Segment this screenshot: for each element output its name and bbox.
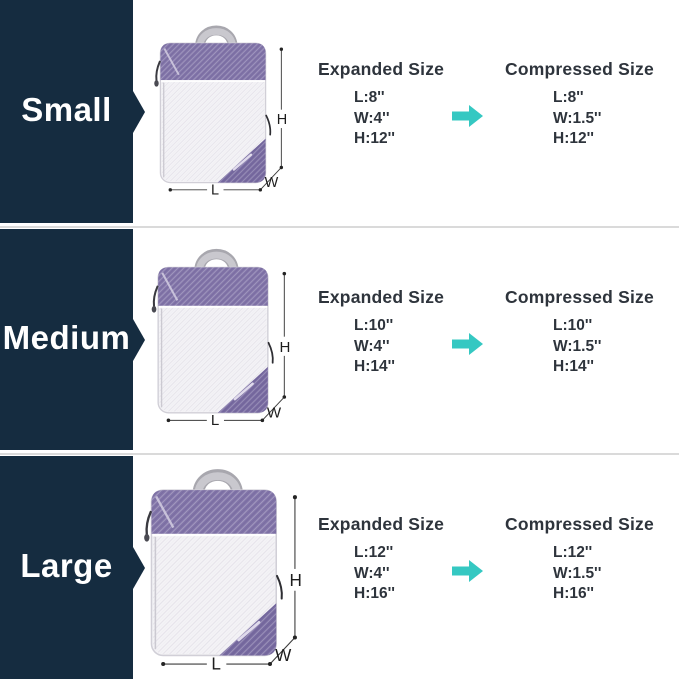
size-label: Large: [20, 546, 113, 584]
height-dim-label: H: [280, 339, 291, 356]
size-label: Small: [21, 90, 112, 128]
dim-length: L:8'': [553, 89, 584, 106]
size-banner: Large: [0, 456, 145, 679]
dimension-endpoints: [166, 271, 287, 423]
zipper-pull-icon: [151, 305, 157, 313]
transform-arrow-icon: [452, 105, 483, 127]
size-row-medium: Medium: [0, 226, 679, 453]
dim-width: W:1.5'': [553, 109, 602, 127]
compression-zipper-pull: [267, 341, 274, 364]
compressed-size-heading: Compressed Size: [505, 287, 654, 307]
brand-logo: [233, 382, 254, 401]
zipper-pull-cord: [155, 60, 161, 82]
zipper-pull-icon: [144, 533, 150, 542]
dim-length: L:10'': [354, 317, 394, 334]
size-banner: Small: [0, 0, 145, 223]
dim-width: W:4'': [354, 109, 390, 127]
dim-height: H:14'': [553, 358, 594, 375]
bag-handle-highlight: [195, 251, 237, 275]
compressed-dims: L:10'' W:1.5'' H:14'': [553, 316, 601, 378]
brand-logo: [237, 620, 261, 642]
zipper-pull-cord: [145, 510, 152, 536]
bag-zipper-tape: [161, 272, 179, 301]
bag-handle-highlight: [194, 472, 242, 499]
dim-height: H:14'': [354, 358, 395, 375]
bag-zipper-tape: [163, 48, 180, 76]
width-dim-label: W: [265, 175, 279, 191]
dimension-lines: [168, 273, 285, 421]
expanded-dims: L:8'' W:4'' H:12'': [354, 88, 395, 150]
size-row-large: Large: [0, 453, 679, 679]
dim-length: L:12'': [354, 544, 394, 561]
compressed-dims: L:8'' W:1.5'' H:12'': [553, 88, 601, 150]
bag-top-band-texture: [158, 267, 268, 306]
banner-pointer-icon: [133, 546, 145, 589]
dim-length: L:8'': [354, 89, 385, 106]
compressed-dims: L:12'' W:1.5'' H:16'': [553, 543, 601, 605]
banner-pointer-icon: [133, 90, 145, 133]
width-dim-label: W: [267, 405, 282, 422]
bag-piping: [152, 533, 276, 537]
dim-width: W:1.5'': [553, 337, 602, 355]
expanded-size-heading: Expanded Size: [318, 59, 445, 79]
bag-top-band-texture: [151, 490, 277, 534]
size-row-small: Small: [0, 0, 679, 226]
length-dim-label: L: [211, 182, 219, 198]
brand-logo: [232, 153, 253, 171]
bag-handle-highlight: [196, 28, 236, 51]
packing-cube-illustration: H L W: [144, 469, 302, 673]
bag-piping: [161, 80, 265, 83]
dim-height: H:12'': [553, 130, 594, 147]
bag-corner-texture: [217, 366, 268, 413]
dim-height: H:12'': [354, 130, 395, 147]
expanded-dims: L:10'' W:4'' H:14'': [354, 316, 395, 378]
dim-width: W:4'': [354, 337, 390, 355]
bag-zipper-tape: [155, 495, 175, 529]
banner-pointer-icon: [133, 318, 145, 361]
size-banner: Medium: [0, 229, 145, 450]
dimension-lines: [170, 49, 282, 191]
dim-width: W:1.5'': [553, 564, 602, 582]
bag-piping: [158, 305, 268, 308]
dimension-endpoints: [168, 47, 284, 192]
dim-height: H:16'': [354, 585, 395, 602]
packing-cube-illustration: H L W: [154, 25, 287, 198]
width-dim-label: W: [275, 645, 292, 665]
dimension-endpoints: [161, 495, 297, 667]
dim-height: H:16'': [553, 585, 594, 602]
dim-width: W:4'': [354, 564, 390, 582]
dim-length: L:12'': [553, 544, 593, 561]
compressed-size-heading: Compressed Size: [505, 59, 654, 79]
height-dim-label: H: [277, 112, 287, 128]
size-comparison-infographic: Small: [0, 0, 679, 679]
bag-corner-texture: [217, 138, 266, 183]
transform-arrow-icon: [452, 333, 483, 355]
compressed-size-heading: Compressed Size: [505, 514, 654, 534]
size-label: Medium: [2, 318, 131, 356]
zipper-pull-cord: [152, 285, 159, 308]
expanded-size-heading: Expanded Size: [318, 287, 445, 307]
compression-zipper-pull: [265, 114, 272, 136]
bag-top-band-texture: [160, 43, 266, 81]
expanded-dims: L:12'' W:4'' H:16'': [354, 543, 395, 605]
dimension-lines: [163, 497, 296, 665]
height-dim-label: H: [290, 570, 302, 590]
compression-zipper-pull: [275, 574, 283, 600]
dim-length: L:10'': [553, 317, 593, 334]
packing-cube-illustration: H L W: [151, 249, 291, 429]
zipper-pull-icon: [154, 80, 159, 87]
length-dim-label: L: [211, 412, 219, 429]
transform-arrow-icon: [452, 560, 483, 582]
expanded-size-heading: Expanded Size: [318, 514, 445, 534]
length-dim-label: L: [211, 653, 221, 673]
